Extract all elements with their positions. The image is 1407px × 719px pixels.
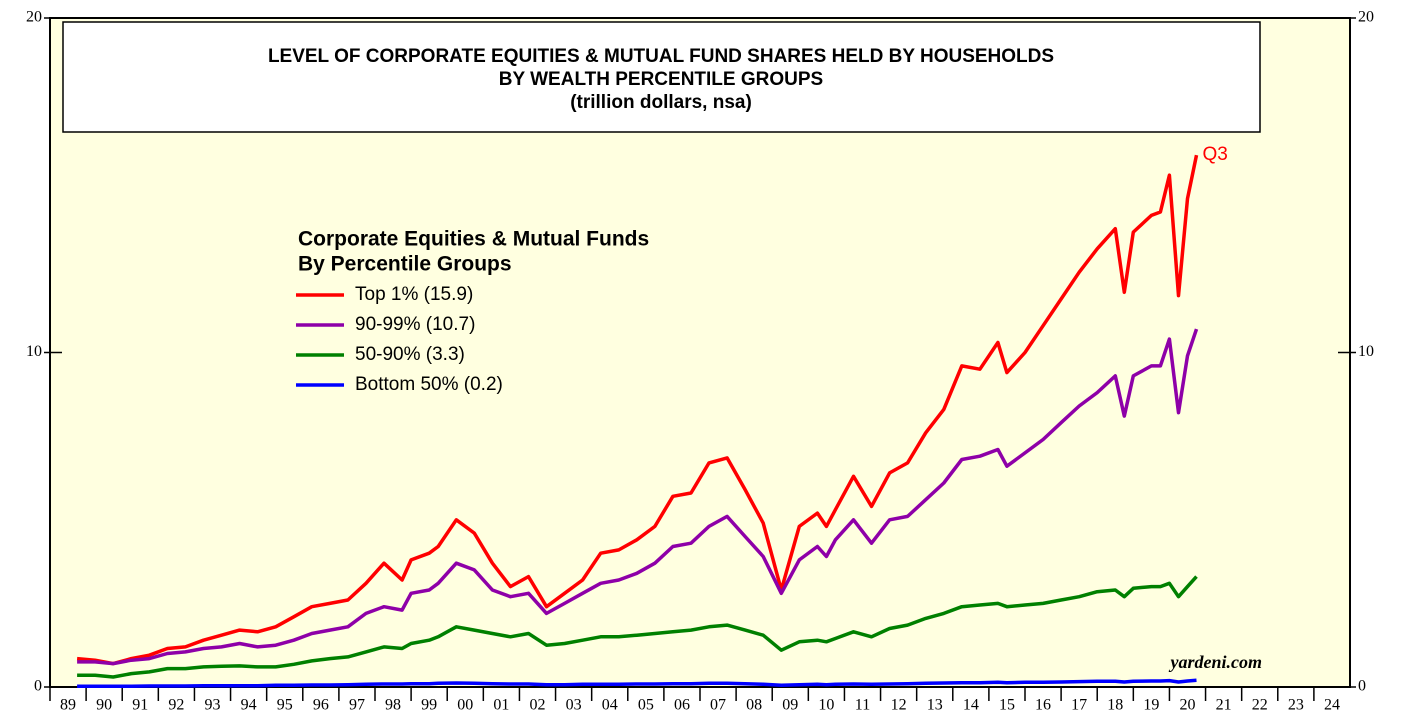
- x-tick-label: 18: [1107, 697, 1123, 714]
- x-tick-label: 05: [638, 697, 654, 714]
- x-tick-label: 14: [963, 697, 979, 714]
- y-tick-label: 0: [34, 678, 42, 695]
- x-tick-label: 09: [782, 697, 798, 714]
- x-tick-label: 96: [313, 697, 329, 714]
- data-line: [77, 328, 1199, 666]
- data-line: [76, 154, 1199, 666]
- legend-label: 50-90% (3.3): [355, 344, 465, 365]
- data-line: [77, 678, 1197, 689]
- x-tick-label: 19: [1143, 697, 1159, 714]
- x-tick-label: 21: [1216, 697, 1232, 714]
- y-tick-label: 20: [26, 9, 42, 26]
- annotation: Q3: [1203, 144, 1228, 165]
- y2-tick-label: 0: [1358, 678, 1366, 695]
- x-tick-label: 04: [602, 697, 618, 714]
- chart-title: LEVEL OF CORPORATE EQUITIES & MUTUAL FUN…: [268, 46, 1054, 67]
- chart-title: BY WEALTH PERCENTILE GROUPS: [499, 69, 823, 90]
- x-tick-label: 08: [746, 697, 762, 714]
- legend-title: By Percentile Groups: [298, 253, 512, 276]
- x-tick-label: 02: [530, 697, 546, 714]
- x-tick-label: 20: [1180, 697, 1196, 714]
- x-tick-label: 22: [1252, 697, 1268, 714]
- x-tick-label: 99: [421, 697, 437, 714]
- legend-label: 90-99% (10.7): [355, 314, 475, 335]
- x-tick-label: 97: [349, 697, 365, 714]
- x-tick-label: 93: [205, 697, 221, 714]
- x-tick-label: 00: [457, 697, 473, 714]
- y2-tick-label: 10: [1358, 343, 1374, 360]
- x-tick-label: 03: [566, 697, 582, 714]
- x-tick-label: 24: [1324, 697, 1340, 714]
- x-tick-label: 17: [1071, 697, 1087, 714]
- x-tick-label: 95: [277, 697, 293, 714]
- x-tick-label: 92: [168, 697, 184, 714]
- y-tick-label: 10: [26, 343, 42, 360]
- x-tick-label: 90: [96, 697, 112, 714]
- x-tick-label: 98: [385, 697, 401, 714]
- x-tick-label: 06: [674, 697, 690, 714]
- title-box: [62, 21, 1261, 133]
- x-tick-label: 23: [1288, 697, 1304, 714]
- x-tick-label: 07: [710, 697, 726, 714]
- x-tick-label: 13: [927, 697, 943, 714]
- data-line: [77, 575, 1198, 679]
- x-tick-label: 01: [493, 697, 509, 714]
- legend-label: Top 1% (15.9): [355, 284, 473, 305]
- chart-subtitle: (trillion dollars, nsa): [570, 92, 752, 113]
- x-tick-label: 12: [891, 697, 907, 714]
- legend-title: Corporate Equities & Mutual Funds: [298, 228, 649, 251]
- legend-label: Bottom 50% (0.2): [355, 374, 503, 395]
- x-tick-label: 15: [999, 697, 1015, 714]
- x-tick-label: 89: [60, 697, 76, 714]
- x-tick-label: 91: [132, 697, 148, 714]
- x-tick-label: 94: [241, 697, 257, 714]
- x-tick-label: 10: [818, 697, 834, 714]
- y2-tick-label: 20: [1358, 9, 1374, 26]
- x-tick-label: 11: [855, 697, 870, 714]
- x-tick-label: 16: [1035, 697, 1051, 714]
- source: yardeni.com: [1169, 652, 1263, 672]
